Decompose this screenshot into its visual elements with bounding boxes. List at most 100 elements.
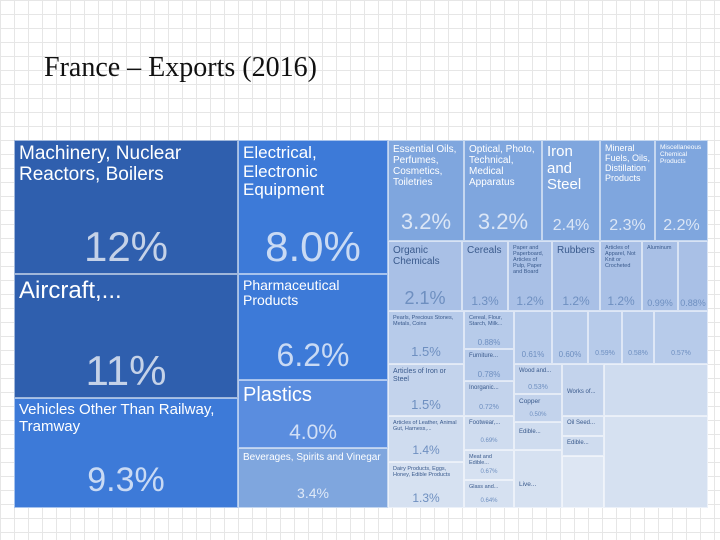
tile-value: 8.0%	[265, 223, 361, 270]
tile-wood[interactable]: Wood and... 0.53%	[514, 364, 562, 394]
tile-label: Articles of Iron or Steel	[393, 368, 446, 383]
tile-value: 0.88%	[680, 298, 706, 308]
tile-label: Edible...	[567, 440, 589, 446]
tile-live[interactable]: Live...	[514, 450, 562, 508]
tile-beverages[interactable]: Beverages, Spirits and Vinegar 3.4%	[238, 448, 388, 508]
tile-label: Meat and Edible...	[469, 454, 492, 467]
tile-small-grid-c[interactable]	[562, 456, 604, 508]
tile-value: 0.57%	[671, 350, 691, 357]
tile-label: Mineral Fuels, Oils, Distillation Produc…	[605, 143, 651, 183]
tile-meat[interactable]: Meat and Edible... 0.67%	[464, 450, 514, 480]
tile-value: 3.4%	[297, 485, 329, 501]
tile-value: 0.59%	[595, 350, 615, 357]
tile-cereal-flour[interactable]: Cereal, Flour, Starch, Milk... 0.88%	[464, 311, 514, 349]
tile-value: 2.3%	[609, 217, 646, 234]
tile-label: Plastics	[243, 384, 312, 406]
tile-small-grid-a[interactable]	[604, 364, 708, 416]
tile-leather[interactable]: Articles of Leather, Animal Gut, Harness…	[388, 416, 464, 462]
tile-inorganic[interactable]: Inorganic... 0.72%	[464, 381, 514, 416]
tile-edible-b[interactable]: Edible...	[562, 436, 604, 456]
tile-machinery[interactable]: Machinery, Nuclear Reactors, Boilers 12%	[14, 140, 238, 274]
tile-value: 0.50%	[529, 412, 547, 418]
tile-dairy[interactable]: Dairy Products, Eggs, Honey, Edible Prod…	[388, 462, 464, 508]
tile-rubbers[interactable]: Rubbers 1.2%	[552, 241, 600, 311]
tile-unlabeled-088a[interactable]: 0.88%	[678, 241, 708, 311]
tile-label: Articles of Leather, Animal Gut, Harness…	[393, 420, 457, 433]
tile-paper[interactable]: Paper and Paperboard, Articles of Pulp, …	[508, 241, 552, 311]
tile-label: Furniture...	[469, 353, 499, 359]
tile-label: Articles of Apparel, Not Knit or Crochet…	[605, 245, 636, 270]
tile-value: 1.3%	[412, 491, 440, 505]
tile-label: Pharmaceutical Products	[243, 277, 340, 309]
tile-value: 12%	[83, 223, 169, 270]
tile-label: Rubbers	[557, 245, 595, 256]
tile-misc-chemical[interactable]: Miscellaneous Chemical Products 2.2%	[655, 140, 708, 241]
tile-works[interactable]: Works of...	[562, 364, 604, 416]
tile-label: Live...	[519, 481, 537, 488]
tile-value: 4.0%	[289, 421, 337, 444]
tile-unlabeled-060[interactable]: 0.60%	[552, 311, 588, 364]
tile-label: Optical, Photo, Technical, Medical Appar…	[469, 144, 535, 188]
tile-value: 0.72%	[479, 404, 499, 411]
tile-label: Pearls, Precious Stones, Metals, Coins	[393, 315, 454, 328]
tile-label: Miscellaneous Chemical Products	[660, 144, 702, 166]
tile-value: 2.1%	[404, 288, 446, 308]
tile-label: Inorganic...	[469, 385, 499, 391]
tile-label: Copper	[519, 398, 541, 405]
tile-label: Iron and Steel	[547, 143, 582, 193]
tile-electrical[interactable]: Electrical, Electronic Equipment 8.0%	[238, 140, 388, 274]
tile-vehicles[interactable]: Vehicles Other Than Railway, Tramway 9.3…	[14, 398, 238, 508]
tile-plastics[interactable]: Plastics 4.0%	[238, 380, 388, 448]
tile-organic-chemicals[interactable]: Organic Chemicals 2.1%	[388, 241, 462, 311]
tile-value: 0.67%	[480, 469, 498, 475]
tile-value: 1.4%	[412, 443, 440, 457]
tile-label: Machinery, Nuclear Reactors, Boilers	[19, 143, 182, 185]
tile-mineral-fuels[interactable]: Mineral Fuels, Oils, Distillation Produc…	[600, 140, 655, 241]
tile-optical[interactable]: Optical, Photo, Technical, Medical Appar…	[464, 140, 542, 241]
tile-label: Organic Chemicals	[393, 245, 440, 267]
tile-unlabeled-059[interactable]: 0.59%	[588, 311, 622, 364]
tile-furniture[interactable]: Furniture... 0.78%	[464, 349, 514, 381]
tile-footwear[interactable]: Footwear,... 0.69%	[464, 416, 514, 450]
tile-label: Paper and Paperboard, Articles of Pulp, …	[513, 245, 544, 276]
tile-value: 0.60%	[558, 350, 582, 359]
tile-essential-oils[interactable]: Essential Oils, Perfumes, Cosmetics, Toi…	[388, 140, 464, 241]
tile-copper[interactable]: Copper 0.50%	[514, 394, 562, 422]
tile-label: Beverages, Spirits and Vinegar	[243, 452, 381, 463]
tile-label: Oil Seed...	[567, 420, 596, 426]
tile-label: Wood and...	[519, 368, 552, 374]
tile-label: Dairy Products, Eggs, Honey, Edible Prod…	[393, 466, 451, 479]
tile-articles-iron[interactable]: Articles of Iron or Steel 1.5%	[388, 364, 464, 416]
tile-label: Essential Oils, Perfumes, Cosmetics, Toi…	[393, 144, 457, 188]
tile-value: 0.53%	[528, 384, 548, 391]
tile-value: 3.2%	[477, 209, 529, 234]
tile-pearls[interactable]: Pearls, Precious Stones, Metals, Coins 1…	[388, 311, 464, 364]
tile-unlabeled-058[interactable]: 0.58%	[622, 311, 654, 364]
tile-edible-a[interactable]: Edible...	[514, 422, 562, 450]
treemap-chart: Machinery, Nuclear Reactors, Boilers 12%…	[14, 140, 708, 508]
tile-value: 2.4%	[552, 217, 590, 234]
tile-aluminum[interactable]: Aluminum 0.99%	[642, 241, 678, 311]
tile-value: 6.2%	[276, 337, 350, 373]
tile-value: 1.5%	[411, 397, 441, 412]
tile-value: 0.61%	[521, 350, 545, 359]
tile-unlabeled-057[interactable]: 0.57%	[654, 311, 708, 364]
tile-small-grid-b[interactable]	[604, 416, 708, 508]
tile-label: Vehicles Other Than Railway, Tramway	[19, 401, 215, 435]
tile-oil-seed[interactable]: Oil Seed...	[562, 416, 604, 436]
tile-iron-steel[interactable]: Iron and Steel 2.4%	[542, 140, 600, 241]
tile-value: 0.78%	[477, 370, 501, 379]
tile-aircraft[interactable]: Aircraft,... 11%	[14, 274, 238, 398]
tile-label: Aluminum	[647, 245, 672, 251]
tile-value: 1.2%	[562, 294, 590, 308]
tile-cereals[interactable]: Cereals 1.3%	[462, 241, 508, 311]
tile-label: Works of...	[567, 389, 596, 395]
tile-label: Edible...	[519, 429, 541, 435]
tile-value: 1.5%	[411, 344, 441, 359]
tile-label: Electrical, Electronic Equipment	[243, 143, 325, 200]
tile-apparel[interactable]: Articles of Apparel, Not Knit or Crochet…	[600, 241, 642, 311]
tile-unlabeled-061[interactable]: 0.61%	[514, 311, 552, 364]
tile-value: 1.3%	[471, 294, 499, 308]
tile-glass[interactable]: Glass and... 0.64%	[464, 480, 514, 508]
tile-pharmaceutical[interactable]: Pharmaceutical Products 6.2%	[238, 274, 388, 380]
